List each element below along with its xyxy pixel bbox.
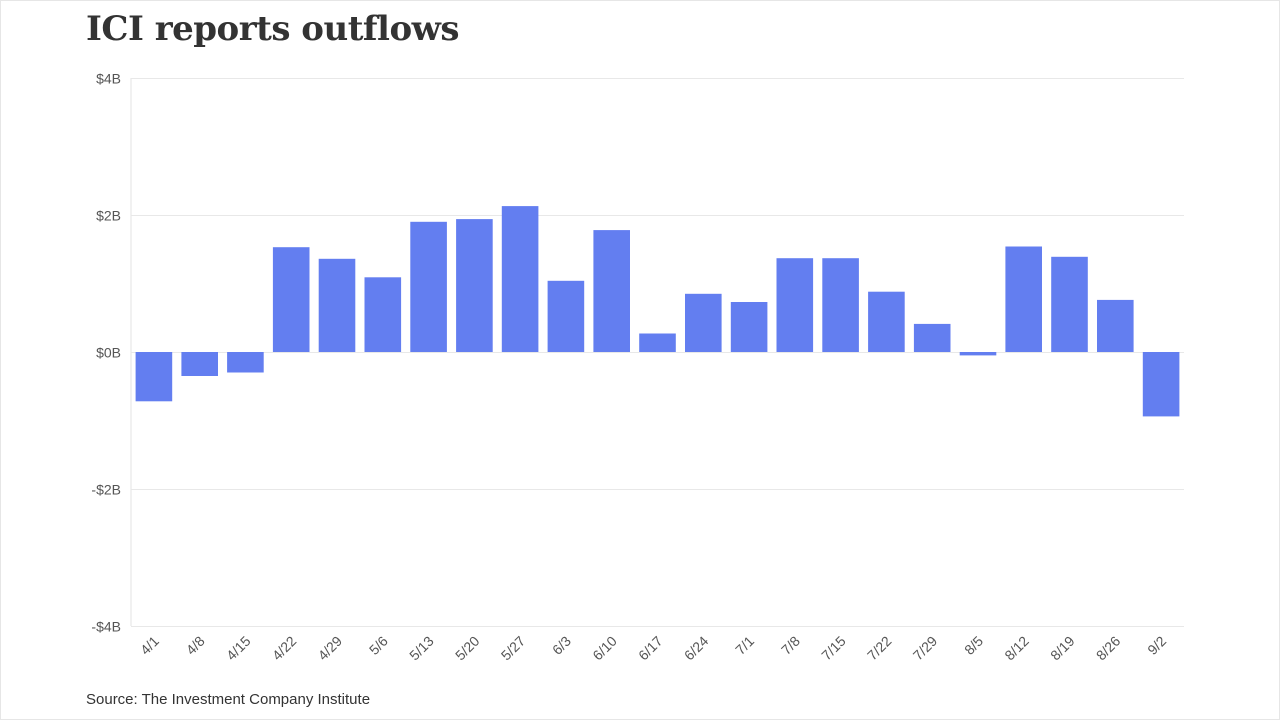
bar — [410, 221, 447, 352]
bar — [227, 352, 264, 373]
x-tick-label: 8/26 — [1093, 633, 1124, 664]
bar — [1005, 246, 1042, 352]
x-tick-label: 5/27 — [498, 633, 529, 664]
bar — [868, 291, 905, 352]
y-tick-label: -$4B — [91, 619, 121, 635]
bar — [181, 352, 218, 376]
x-tick-label: 8/5 — [961, 633, 986, 658]
bar — [318, 258, 356, 352]
x-tick-label: 9/2 — [1144, 633, 1169, 658]
x-tick-label: 7/8 — [778, 633, 803, 658]
x-tick-label: 5/6 — [366, 633, 391, 658]
y-tick-label: $4B — [96, 71, 121, 87]
y-tick-label: $2B — [96, 208, 121, 224]
bar — [1097, 299, 1134, 352]
bar — [959, 352, 997, 356]
x-tick-label: 4/22 — [269, 633, 300, 664]
y-tick-label: $0B — [96, 345, 121, 361]
x-tick-label: 6/24 — [681, 633, 712, 664]
gridlines — [130, 78, 1184, 627]
x-tick-label: 4/1 — [137, 633, 162, 658]
bar — [1051, 256, 1088, 352]
x-tick-label: 4/29 — [315, 633, 346, 664]
chart-title: ICI reports outflows — [86, 9, 460, 49]
x-tick-label: 7/22 — [864, 633, 895, 664]
bar — [822, 258, 859, 352]
bar — [547, 280, 585, 352]
x-tick-label: 7/1 — [732, 633, 757, 658]
bar — [135, 352, 173, 402]
bar — [639, 333, 676, 352]
bar — [272, 247, 310, 352]
x-tick-label: 6/3 — [549, 633, 574, 658]
y-axis-ticks: $4B $2B $0B -$2B -$4B — [91, 71, 121, 635]
bar — [730, 302, 768, 352]
bar — [501, 206, 539, 352]
bar — [685, 293, 722, 352]
bar — [1142, 352, 1180, 417]
x-tick-label: 4/15 — [223, 633, 254, 664]
x-tick-label: 6/17 — [635, 633, 666, 664]
bar — [776, 258, 814, 352]
x-tick-label: 5/20 — [452, 633, 483, 664]
x-axis-ticks: 4/1 4/8 4/15 4/22 4/29 5/6 5/13 5/20 5/27 6/3 6/10… — [137, 633, 1169, 664]
x-tick-label: 8/19 — [1047, 633, 1078, 664]
bars — [135, 206, 1180, 417]
bar — [593, 230, 630, 352]
y-tick-label: -$2B — [91, 482, 121, 498]
bar — [456, 219, 493, 352]
bar — [364, 277, 402, 352]
x-tick-label: 6/10 — [589, 633, 620, 664]
x-tick-label: 4/8 — [183, 633, 208, 658]
x-tick-label: 5/13 — [406, 633, 437, 664]
x-tick-label: 8/12 — [1001, 633, 1032, 664]
source-note: Source: The Investment Company Institute — [86, 691, 371, 708]
x-tick-label: 7/15 — [818, 633, 849, 664]
x-tick-label: 7/29 — [910, 633, 941, 664]
bar — [913, 323, 951, 352]
